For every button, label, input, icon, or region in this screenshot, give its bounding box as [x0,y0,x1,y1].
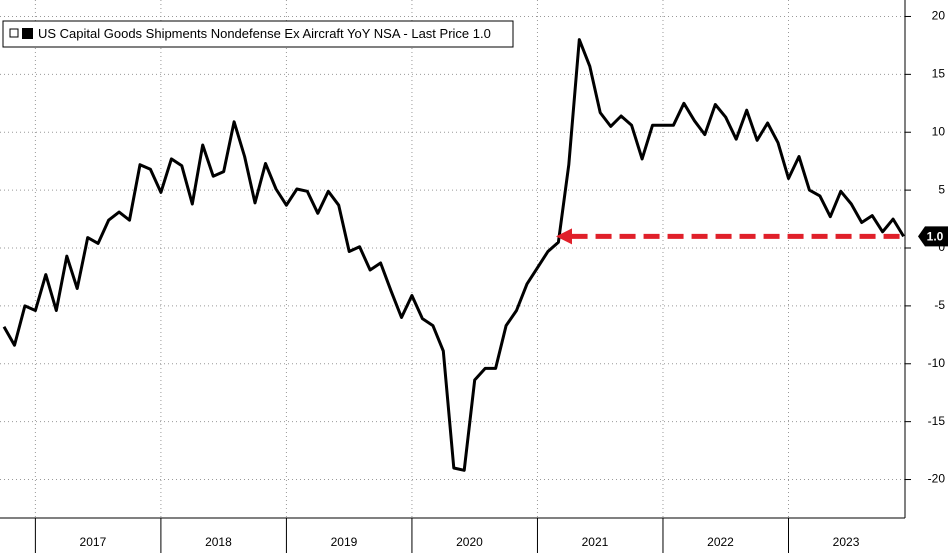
legend-swatch [22,28,33,39]
legend: US Capital Goods Shipments Nondefense Ex… [2,20,514,48]
x-tick-label: 2018 [205,535,232,549]
y-tick-label: -15 [928,414,946,428]
y-tick-label: 10 [932,124,946,138]
y-tick-label: 5 [938,182,945,196]
y-tick-label: 20 [932,9,946,23]
last-price-label: 1.0 [927,230,944,244]
x-tick-label: 2019 [331,535,358,549]
x-tick-label: 2017 [80,535,107,549]
y-tick-label: 15 [932,67,946,81]
y-tick-label: -5 [934,298,945,312]
legend-toggle [9,28,19,38]
annotation-arrowhead [556,228,572,245]
y-tick-label: 0 [938,240,945,254]
last-price-badge [918,226,948,247]
legend-label: US Capital Goods Shipments Nondefense Ex… [38,26,491,41]
x-tick-label: 2020 [456,535,483,549]
y-tick-label: -20 [928,472,946,486]
legend-box [2,20,514,48]
series-line [2,38,905,472]
y-tick-label: -10 [928,356,946,370]
x-tick-label: 2021 [582,535,609,549]
x-tick-label: 2022 [707,535,734,549]
x-tick-label: 2023 [833,535,860,549]
